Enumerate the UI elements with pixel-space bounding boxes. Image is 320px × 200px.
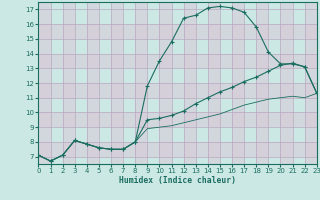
Bar bbox=[281, 2, 292, 164]
Bar bbox=[38, 142, 317, 157]
Bar bbox=[63, 2, 75, 164]
Bar bbox=[305, 2, 317, 164]
Bar bbox=[111, 2, 123, 164]
Bar bbox=[38, 54, 317, 68]
Bar bbox=[232, 2, 244, 164]
Bar bbox=[38, 83, 317, 98]
Bar bbox=[87, 2, 99, 164]
Bar bbox=[184, 2, 196, 164]
Bar bbox=[135, 2, 147, 164]
Bar bbox=[256, 2, 268, 164]
Bar bbox=[38, 112, 317, 127]
Bar bbox=[159, 2, 172, 164]
Bar bbox=[38, 2, 51, 164]
Bar bbox=[208, 2, 220, 164]
Bar bbox=[38, 24, 317, 39]
X-axis label: Humidex (Indice chaleur): Humidex (Indice chaleur) bbox=[119, 176, 236, 185]
